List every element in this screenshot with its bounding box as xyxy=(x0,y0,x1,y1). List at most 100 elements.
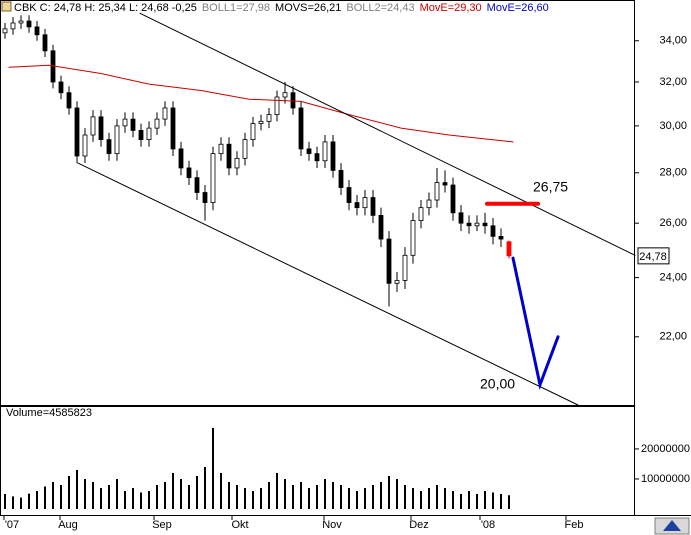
candle-body xyxy=(466,222,472,227)
candle-body xyxy=(258,120,264,125)
volume-bar xyxy=(188,484,190,509)
volume-bar xyxy=(148,490,150,509)
candle-body xyxy=(322,141,328,162)
candle-body xyxy=(394,280,400,284)
x-tick-label: '07 xyxy=(5,519,19,531)
volume-bar xyxy=(260,487,262,509)
candle-body xyxy=(354,202,360,209)
volume-bar xyxy=(372,484,374,509)
candle-body xyxy=(202,192,208,203)
volume-bar xyxy=(284,478,286,509)
volume-bar xyxy=(164,481,166,509)
volume-bar xyxy=(124,490,126,509)
volume-bar xyxy=(388,475,390,509)
candle-body xyxy=(10,22,16,30)
candle-body xyxy=(418,207,424,221)
volume-bar xyxy=(140,492,142,509)
candle-body xyxy=(490,225,496,237)
volume-bar xyxy=(300,481,302,509)
volume-bar xyxy=(68,475,70,509)
y-tick-label: 26,00 xyxy=(659,217,687,229)
volume-bar xyxy=(60,484,62,509)
candle-body xyxy=(154,118,160,129)
candle-body xyxy=(346,187,352,203)
volume-bar xyxy=(428,487,430,509)
header: CBK C: 24,78 H: 25,34 L: 24,68 -0,25 BOLL… xyxy=(14,2,549,14)
volume-bar xyxy=(28,493,30,509)
candle-body xyxy=(18,20,24,24)
volume-bar xyxy=(348,487,350,509)
volume-bar xyxy=(364,487,366,509)
volume-tick-label: 20000000 xyxy=(641,443,690,455)
volume-bar xyxy=(36,490,38,509)
candle-body xyxy=(370,197,376,216)
volume-bar xyxy=(268,481,270,509)
candle-body xyxy=(146,127,152,141)
candle-body xyxy=(434,182,440,201)
candle-body xyxy=(178,148,184,169)
candle-body xyxy=(58,81,64,94)
last-price-label: 24,78 xyxy=(639,251,667,263)
volume-bar xyxy=(356,490,358,509)
volume-bar xyxy=(76,469,78,509)
candle-body xyxy=(402,254,408,281)
corner-icon xyxy=(1,1,12,12)
candle-body xyxy=(290,92,296,109)
header-item: BOLL2=24,43 xyxy=(346,2,414,14)
volume-bar xyxy=(132,487,134,509)
candle-body xyxy=(234,157,240,169)
volume-bar xyxy=(84,478,86,509)
volume-bar xyxy=(204,466,206,509)
volume-bar xyxy=(4,493,6,509)
candle-body xyxy=(274,96,280,116)
volume-title: Volume=4585823 xyxy=(6,407,92,419)
candle-body xyxy=(34,26,40,36)
volume-bar xyxy=(20,497,22,509)
volume-bar xyxy=(460,493,462,509)
volume-bar xyxy=(476,493,478,509)
volume-bar xyxy=(404,484,406,509)
candle-body xyxy=(426,199,432,209)
volume-bar xyxy=(244,487,246,509)
x-tick-label: '08 xyxy=(481,519,495,531)
volume-bar xyxy=(396,478,398,509)
volume-bar xyxy=(44,486,46,509)
candle-body xyxy=(74,107,80,157)
line xyxy=(77,162,579,406)
price-pane xyxy=(0,0,635,406)
x-tick-label: Sep xyxy=(152,519,172,531)
x-tick-label: Okt xyxy=(231,519,248,531)
volume-bar xyxy=(156,484,158,509)
x-tick-label: Dez xyxy=(409,519,429,531)
x-tick-label: Aug xyxy=(58,519,78,531)
header-item: MovE=29,30 xyxy=(420,2,482,14)
candle-body xyxy=(386,238,392,284)
volume-bar xyxy=(12,496,14,509)
volume-bar xyxy=(212,427,214,509)
candle-body xyxy=(242,139,248,159)
candle-body xyxy=(410,220,416,256)
y-tick-label: 28,00 xyxy=(659,167,687,179)
candle-body xyxy=(82,134,88,157)
candle-body xyxy=(66,92,72,109)
volume-bar xyxy=(420,490,422,509)
x-tick-label: Feb xyxy=(565,519,584,531)
volume-bar xyxy=(180,478,182,509)
volume-bar xyxy=(308,487,310,509)
volume-bar xyxy=(292,484,294,509)
volume-bar xyxy=(380,481,382,509)
candle-body xyxy=(506,241,512,257)
volume-bar xyxy=(108,484,110,509)
y-tick-label: 24,00 xyxy=(659,272,687,284)
volume-bar xyxy=(444,487,446,509)
volume-bar xyxy=(468,490,470,509)
candle-body xyxy=(226,143,232,169)
candle-body xyxy=(114,125,120,155)
volume-bar xyxy=(492,492,494,509)
volume-bar xyxy=(452,490,454,509)
candle-body xyxy=(266,114,272,122)
candle-body xyxy=(130,118,136,131)
candle-body xyxy=(186,167,192,179)
